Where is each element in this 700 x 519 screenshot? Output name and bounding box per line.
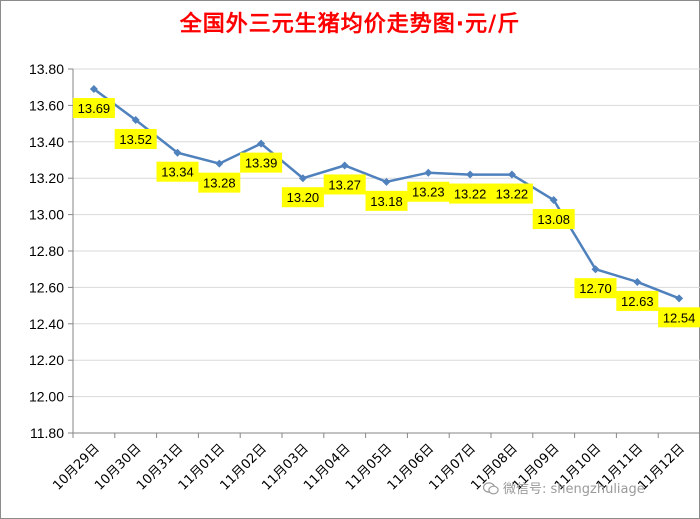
data-label-box	[532, 209, 575, 230]
data-label: 12.63	[621, 294, 654, 309]
watermark: 微信号: shengzhuliage	[483, 478, 645, 497]
data-label: 12.54	[663, 310, 696, 325]
data-label-box	[114, 128, 157, 149]
data-label-box	[198, 172, 241, 193]
data-label-box	[240, 152, 283, 173]
y-tick-label: 12.60	[29, 279, 64, 295]
data-label-box	[365, 190, 408, 211]
data-label-box	[407, 181, 450, 202]
y-tick-label: 12.80	[29, 243, 64, 259]
data-point	[507, 170, 516, 179]
y-tick-label: 13.60	[29, 97, 64, 113]
y-tick-label: 12.20	[29, 352, 64, 368]
wechat-icon	[483, 482, 499, 495]
data-label: 13.23	[412, 185, 445, 200]
data-label-box	[490, 183, 533, 204]
data-label: 13.22	[496, 187, 529, 202]
data-label-box	[281, 187, 324, 208]
chart-title: 全国外三元生猪均价走势图·元/斤	[179, 12, 521, 37]
data-label: 13.08	[537, 212, 570, 227]
data-point	[675, 294, 684, 303]
y-tick-label: 12.40	[29, 316, 64, 332]
y-tick-label: 13.20	[29, 170, 64, 186]
data-label: 13.52	[119, 132, 152, 147]
watermark-text: 微信号: shengzhuliage	[503, 482, 645, 497]
data-point	[173, 148, 182, 157]
data-point	[591, 265, 600, 274]
data-point	[131, 115, 140, 124]
data-point	[633, 277, 642, 286]
data-label: 13.39	[245, 156, 278, 171]
data-label-box	[323, 174, 366, 195]
data-label-box	[156, 161, 199, 182]
data-label-box	[574, 278, 617, 299]
y-tick-label: 13.00	[29, 207, 64, 223]
data-label: 13.22	[454, 187, 487, 202]
data-point	[215, 159, 224, 168]
data-label: 13.18	[370, 194, 403, 209]
data-label: 13.28	[203, 176, 236, 191]
data-label-box	[72, 98, 115, 119]
y-tick-label: 13.80	[29, 61, 64, 77]
data-label: 13.69	[78, 101, 111, 116]
y-tick-label: 12.00	[29, 389, 64, 405]
data-point	[257, 139, 266, 148]
data-point	[466, 170, 475, 179]
data-label: 13.20	[287, 190, 320, 205]
data-label-box	[616, 290, 659, 311]
data-point	[298, 174, 307, 183]
data-point	[340, 161, 349, 170]
y-tick-label: 13.40	[29, 134, 64, 150]
data-point	[382, 177, 391, 186]
data-label: 12.70	[579, 281, 612, 296]
data-point	[424, 168, 433, 177]
data-label-box	[658, 307, 700, 328]
data-label: 13.34	[161, 165, 194, 180]
data-point	[89, 85, 98, 94]
y-tick-label: 11.80	[30, 425, 64, 441]
data-point	[549, 196, 558, 205]
data-label: 13.27	[328, 177, 361, 192]
data-label-box	[449, 183, 492, 204]
